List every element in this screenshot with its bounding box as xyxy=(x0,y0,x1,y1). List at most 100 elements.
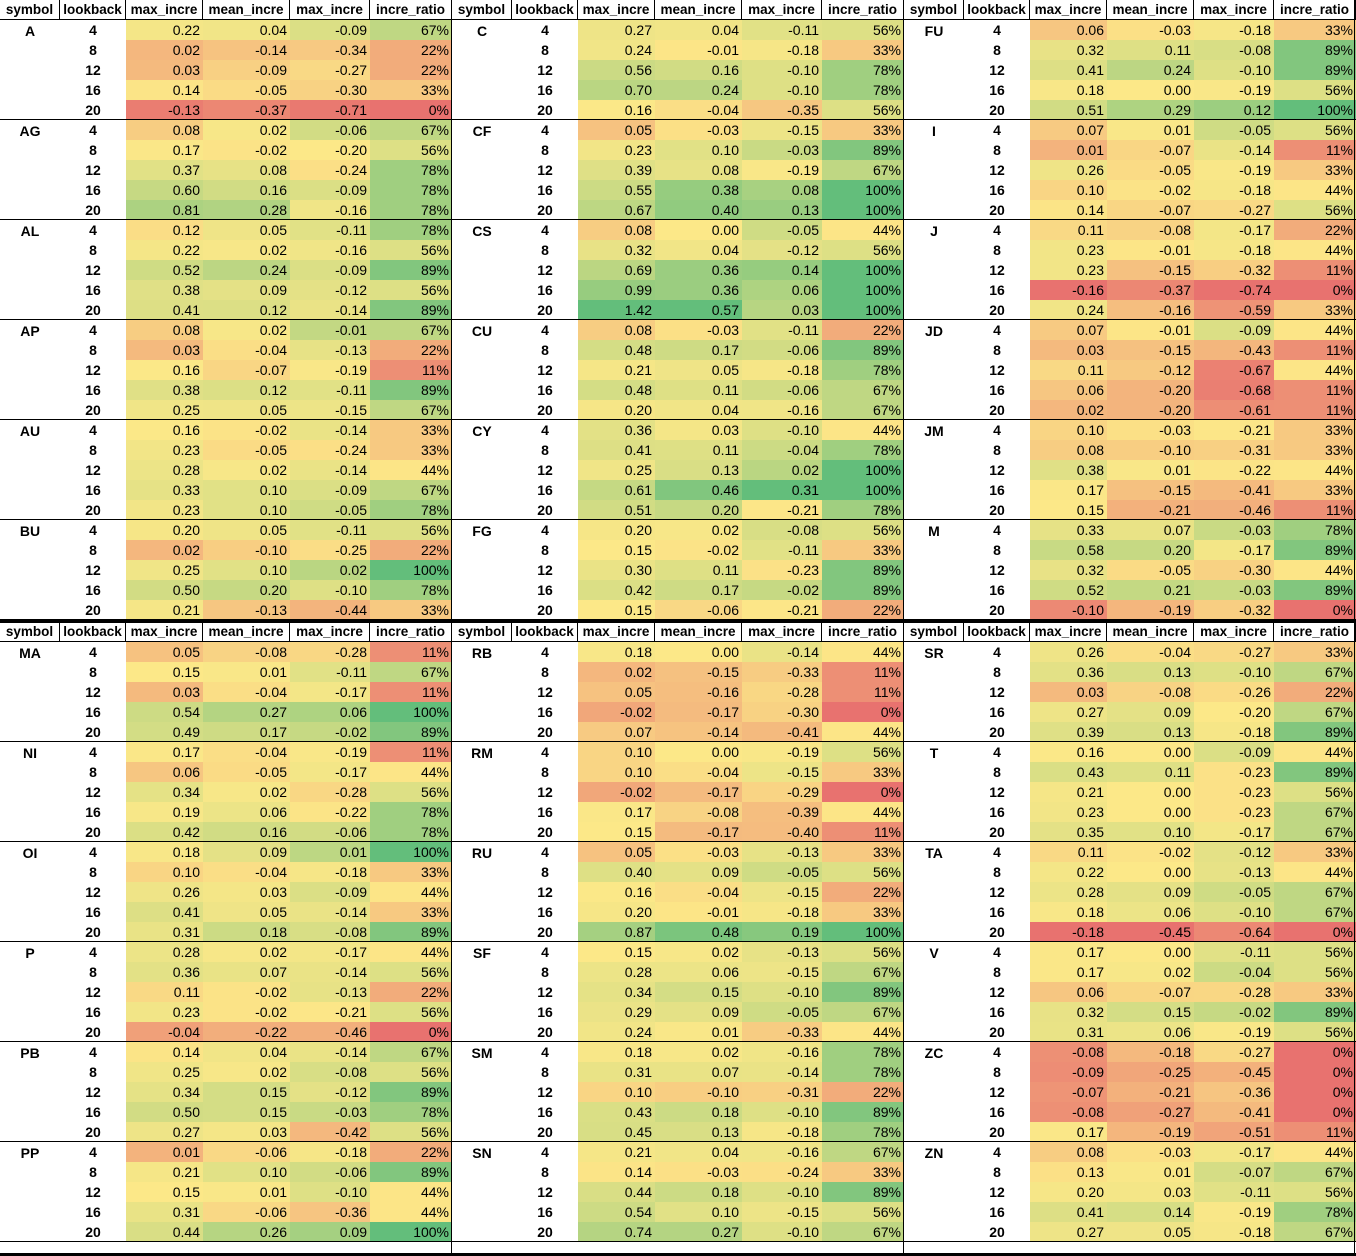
value-cell: 33% xyxy=(822,120,904,140)
value-cell: -0.43 xyxy=(1194,340,1274,360)
lookback-cell: 16 xyxy=(85,582,101,598)
lookback-cell: 12 xyxy=(85,984,101,1000)
value-cell: -0.18 xyxy=(742,902,822,922)
value-cell: -0.07 xyxy=(1107,140,1194,160)
lookback-cell: 4 xyxy=(993,644,1001,660)
value-cell: -0.41 xyxy=(742,722,822,742)
value-cell: 0.03 xyxy=(1107,1182,1194,1202)
value-cell: -0.11 xyxy=(290,380,370,400)
column-header-incre-ratio: incre_ratio xyxy=(822,0,904,20)
value-cell: 0.10 xyxy=(203,480,290,500)
value-cell: -0.19 xyxy=(1194,160,1274,180)
value-cell: 0% xyxy=(1274,1062,1356,1082)
value-cell: -0.04 xyxy=(655,762,742,782)
value-cell: 0.11 xyxy=(655,440,742,460)
value-cell: 0.34 xyxy=(126,1082,203,1102)
value-cell: 0.01 xyxy=(1107,1162,1194,1182)
value-cell: 89% xyxy=(822,1102,904,1122)
lookback-cell: 20 xyxy=(85,724,101,740)
value-cell: 89% xyxy=(1274,40,1356,60)
symbol-cell: MA xyxy=(19,645,41,661)
value-cell: 67% xyxy=(370,400,452,420)
symbol-cell: FG xyxy=(472,523,492,539)
value-cell: -0.01 xyxy=(655,40,742,60)
lookback-cell: 20 xyxy=(989,1224,1005,1240)
value-cell: -0.19 xyxy=(1194,1022,1274,1042)
value-cell: -0.14 xyxy=(290,902,370,922)
symbol-cell: P xyxy=(25,945,35,961)
value-cell: 0.52 xyxy=(126,260,203,280)
lookback-cell: 20 xyxy=(85,924,101,940)
value-cell: 0.01 xyxy=(203,662,290,682)
value-cell: 0.13 xyxy=(742,200,822,220)
value-cell: -0.20 xyxy=(290,140,370,160)
value-cell: 0.24 xyxy=(578,40,655,60)
column-header-lookback: lookback xyxy=(512,622,578,642)
value-cell: -0.02 xyxy=(203,1002,290,1022)
value-cell: 0.14 xyxy=(742,260,822,280)
value-cell: 0.48 xyxy=(655,922,742,942)
value-cell: 0.99 xyxy=(578,280,655,300)
value-cell: 0.21 xyxy=(578,360,655,380)
value-cell: 33% xyxy=(370,600,452,620)
value-cell: -0.05 xyxy=(742,862,822,882)
lookback-cell: 20 xyxy=(537,824,553,840)
value-cell: 0.02 xyxy=(203,120,290,140)
value-cell: -0.11 xyxy=(742,320,822,340)
value-cell: -0.05 xyxy=(203,440,290,460)
value-cell: 0.31 xyxy=(578,1062,655,1082)
value-cell: -0.03 xyxy=(1107,1142,1194,1162)
value-cell: -0.28 xyxy=(290,782,370,802)
value-cell: 0.33 xyxy=(126,480,203,500)
lookback-cell: 20 xyxy=(537,302,553,318)
value-cell: 56% xyxy=(370,1122,452,1142)
value-cell: 0.26 xyxy=(126,882,203,902)
lookback-cell: 20 xyxy=(989,924,1005,940)
column-header-incre-ratio: incre_ratio xyxy=(1274,0,1356,20)
value-cell: 0.87 xyxy=(578,922,655,942)
value-cell: 0.01 xyxy=(1107,460,1194,480)
value-cell: -0.19 xyxy=(290,742,370,762)
column-header-mean-incre: mean_incre xyxy=(1107,0,1194,20)
value-cell: -0.02 xyxy=(203,140,290,160)
value-cell: 100% xyxy=(822,922,904,942)
value-cell: 100% xyxy=(822,300,904,320)
value-cell: 0.08 xyxy=(203,160,290,180)
value-cell: 89% xyxy=(370,722,452,742)
value-cell: 67% xyxy=(370,120,452,140)
value-cell: -0.04 xyxy=(655,100,742,120)
value-cell: -0.05 xyxy=(1194,120,1274,140)
value-cell: 56% xyxy=(1274,1182,1356,1202)
value-cell: 0.18 xyxy=(203,922,290,942)
column-header-symbol: symbol xyxy=(452,622,512,642)
value-cell: 0.11 xyxy=(1107,762,1194,782)
lookback-cell: 8 xyxy=(541,1064,549,1080)
lookback-cell: 20 xyxy=(989,824,1005,840)
value-cell: 0.22 xyxy=(126,20,203,40)
group-divider xyxy=(0,1141,452,1142)
value-cell: -0.17 xyxy=(655,702,742,722)
column-header-max-incre: max_incre xyxy=(126,0,203,20)
value-cell: -0.21 xyxy=(1107,500,1194,520)
lookback-cell: 8 xyxy=(541,42,549,58)
value-cell: 0.16 xyxy=(126,360,203,380)
value-cell: 67% xyxy=(370,662,452,682)
header-row xyxy=(0,0,1356,20)
value-cell: -0.01 xyxy=(1107,320,1194,340)
value-cell: -0.14 xyxy=(1194,140,1274,160)
column-header-symbol: symbol xyxy=(904,622,964,642)
value-cell: 0.10 xyxy=(655,1202,742,1222)
value-cell: 44% xyxy=(1274,742,1356,762)
value-cell: 78% xyxy=(822,1062,904,1082)
value-cell: 33% xyxy=(822,902,904,922)
value-cell: -0.10 xyxy=(1107,440,1194,460)
value-cell: -0.06 xyxy=(203,1202,290,1222)
lookback-cell: 12 xyxy=(537,562,553,578)
column-header-lookback: lookback xyxy=(60,0,126,20)
value-cell: -0.51 xyxy=(1194,1122,1274,1142)
lookback-cell: 16 xyxy=(85,1204,101,1220)
lookback-cell: 12 xyxy=(989,562,1005,578)
value-cell: -0.08 xyxy=(1107,220,1194,240)
lookback-cell: 8 xyxy=(993,142,1001,158)
lookback-cell: 12 xyxy=(85,462,101,478)
